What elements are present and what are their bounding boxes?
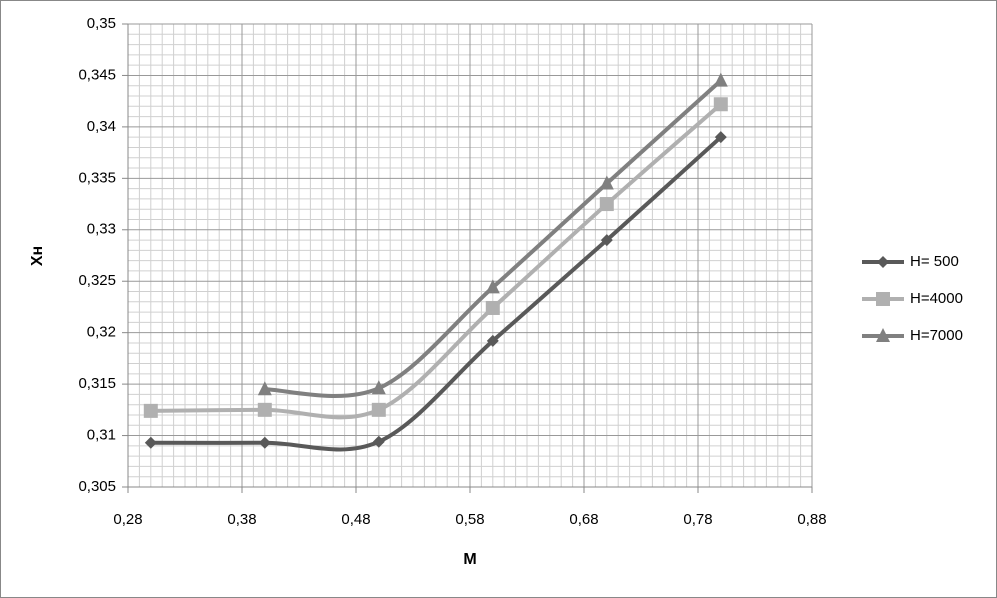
marker: [485, 279, 500, 294]
legend-label: H=4000: [910, 290, 963, 307]
marker: [876, 328, 890, 342]
x-tick-label: 0,38: [227, 511, 256, 528]
y-axis-title: Xн: [29, 246, 46, 266]
x-tick-label: 0,28: [113, 511, 142, 528]
marker: [486, 334, 499, 347]
y-tick-label: 0,325: [78, 272, 116, 289]
marker: [713, 72, 728, 87]
x-axis-title: M: [463, 551, 476, 568]
marker: [714, 131, 727, 144]
legend-label: H=7000: [910, 327, 963, 344]
y-tick-label: 0,345: [78, 66, 116, 83]
marker: [600, 234, 613, 247]
y-tick-label: 0,35: [87, 15, 116, 32]
y-tick-label: 0,315: [78, 375, 116, 392]
marker: [144, 436, 157, 449]
y-tick-label: 0,305: [78, 478, 116, 495]
marker: [258, 436, 271, 449]
plot: [143, 72, 728, 452]
marker: [485, 300, 500, 315]
x-tick-label: 0,48: [341, 511, 370, 528]
marker: [877, 256, 889, 268]
x-tick-label: 0,88: [797, 511, 826, 528]
y-tick-label: 0,33: [87, 221, 116, 238]
marker: [257, 381, 272, 396]
marker: [599, 197, 614, 212]
y-tick-label: 0,335: [78, 169, 116, 186]
legend-label: H= 500: [910, 253, 959, 270]
y-tick-label: 0,31: [87, 427, 116, 444]
marker: [599, 175, 614, 190]
marker: [713, 97, 728, 112]
marker: [143, 403, 158, 418]
marker: [372, 435, 385, 448]
marker: [371, 402, 386, 417]
marker: [876, 292, 890, 306]
y-tick-label: 0,32: [87, 324, 116, 341]
y-tick-label: 0,34: [87, 118, 116, 135]
marker: [257, 402, 272, 417]
x-tick-label: 0,68: [569, 511, 598, 528]
x-tick-label: 0,78: [683, 511, 712, 528]
x-tick-label: 0,58: [455, 511, 484, 528]
marker: [371, 380, 386, 395]
